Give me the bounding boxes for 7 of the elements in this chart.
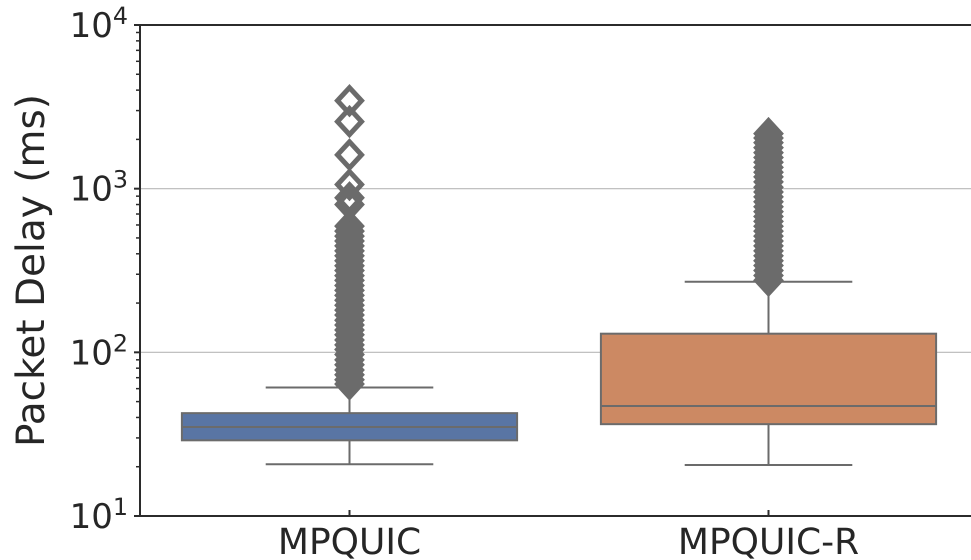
x-tick-label: MPQUIC [278, 522, 422, 560]
y-tick-label: 10$^{2}$ [70, 329, 128, 374]
y-tick-label: 10$^{3}$ [70, 166, 128, 210]
y-tick-label: 10$^{4}$ [70, 2, 128, 46]
x-tick-label: MPQUIC-R [678, 522, 860, 560]
y-axis-title: Packet Delay (ms) [9, 94, 54, 447]
y-tick-label: 10$^{1}$ [70, 492, 128, 537]
